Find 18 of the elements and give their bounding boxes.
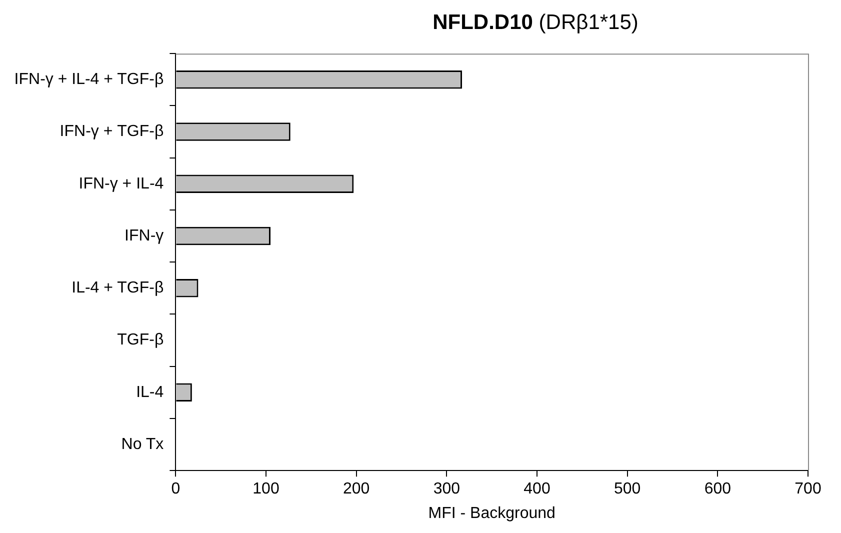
y-tick-label: IL-4 (136, 384, 164, 401)
x-tick-label: 200 (342, 480, 370, 498)
y-tick-label: IFN-γ + IL-4 + TGF-β (14, 71, 164, 88)
x-axis-title: MFI - Background (428, 504, 556, 522)
y-tick-label: No Tx (121, 436, 164, 453)
x-tick-label: 500 (614, 480, 641, 498)
x-tick-label: 700 (794, 480, 822, 498)
x-tick-label: 400 (524, 480, 550, 498)
x-tick-label: 100 (252, 480, 280, 498)
x-tick-label: 0 (171, 480, 180, 498)
y-tick-label: IL-4 + TGF-β (72, 280, 164, 297)
x-tick-label: 300 (433, 480, 460, 498)
y-tick-label: IFN-γ (124, 227, 164, 244)
y-tick-label: IFN-γ + TGF-β (60, 123, 164, 140)
y-tick-label: TGF-β (117, 332, 164, 349)
chart-title: NFLD.D10 (DRβ1*15) (432, 10, 640, 36)
x-tick-label: 600 (704, 480, 732, 498)
y-tick-label: IFN-γ + IL-4 (78, 175, 164, 192)
